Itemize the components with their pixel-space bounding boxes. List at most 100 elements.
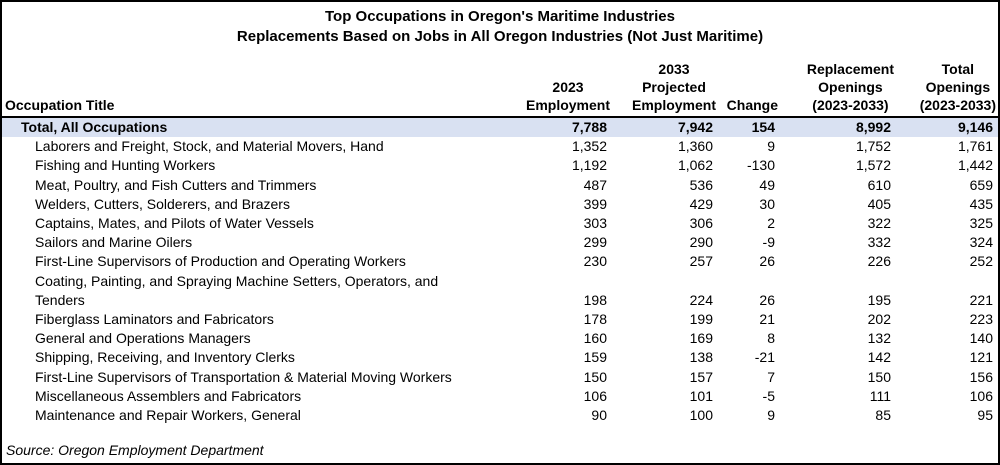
employment-2033-cell: 100 xyxy=(689,407,713,424)
occupation-cell: Sailors and Marine Oilers xyxy=(35,234,193,251)
employment-2023-cell: 106 xyxy=(583,387,607,404)
table-row: Shipping, Receiving, and Inventory Clerk… xyxy=(2,348,998,367)
employment-2023-cell: 487 xyxy=(583,176,607,193)
employment-2023-cell: 198 xyxy=(583,291,607,308)
col-header-occupation-title-label: Occupation Title xyxy=(5,97,115,113)
occupation-cell: Coating, Painting, and Spraying Machine … xyxy=(35,272,439,308)
employment-2033-cell: 429 xyxy=(689,195,713,212)
change-cell: 30 xyxy=(759,195,775,212)
employment-2023-cell: 303 xyxy=(583,215,607,232)
change-cell: 26 xyxy=(759,253,775,270)
replacement-openings-cell: 610 xyxy=(867,176,891,193)
replacement-openings-cell: 202 xyxy=(867,311,891,328)
total-openings-cell: 324 xyxy=(969,234,993,251)
employment-2023-cell: 159 xyxy=(583,349,607,366)
total-openings-cell: 106 xyxy=(969,387,993,404)
replacement-openings-cell: 1,572 xyxy=(855,157,891,174)
change-cell: -9 xyxy=(762,234,775,251)
employment-2033-cell: 224 xyxy=(689,291,713,308)
replacement-openings-cell: 332 xyxy=(867,234,891,251)
employment-2033-cell: 7,942 xyxy=(612,117,718,138)
replacement-openings-cell: 405 xyxy=(867,195,891,212)
total-openings-cell: 221 xyxy=(969,291,993,308)
col-header-2033-projected-employment: 2033 Projected Employment xyxy=(612,60,718,118)
change-cell: 49 xyxy=(759,176,775,193)
employment-2023-cell: 1,192 xyxy=(571,157,607,174)
employment-2033-cell: 536 xyxy=(689,176,713,193)
col-header-total-openings: Total Openings (2023-2033) xyxy=(896,60,998,118)
employment-2023-cell: 7,788 xyxy=(488,117,612,138)
col-header-2023-employment: 2023 Employment xyxy=(488,60,612,118)
total-openings-cell: 252 xyxy=(969,253,993,270)
table-header: Occupation Title 2023 Employment 2033 Pr… xyxy=(2,60,998,118)
col-header-change: Change xyxy=(718,60,780,118)
report-title: Top Occupations in Oregon's Maritime Ind… xyxy=(2,2,998,47)
report-title-line1: Top Occupations in Oregon's Maritime Ind… xyxy=(324,8,675,25)
total-openings-cell: 223 xyxy=(969,311,993,328)
source-note: Source: Oregon Employment Department xyxy=(6,442,264,458)
total-openings-cell: 659 xyxy=(969,176,993,193)
table-row: Fishing and Hunting Workers 1,192 1,062 … xyxy=(2,156,998,175)
col-header-occupation-title: Occupation Title xyxy=(2,60,488,118)
employment-2033-cell: 138 xyxy=(689,349,713,366)
table-row: Miscellaneous Assemblers and Fabricators… xyxy=(2,387,998,406)
table-row: Fiberglass Laminators and Fabricators 17… xyxy=(2,310,998,329)
employment-2033-cell: 257 xyxy=(689,253,713,270)
table-row: Meat, Poultry, and Fish Cutters and Trim… xyxy=(2,176,998,195)
occupation-cell: Laborers and Freight, Stock, and Materia… xyxy=(35,138,384,155)
col-header-replacement-openings: Replacement Openings (2023-2033) xyxy=(780,60,896,118)
change-cell: 9 xyxy=(767,138,775,155)
table-row: Total, All Occupations 7,788 7,942 154 8… xyxy=(2,117,998,138)
total-openings-cell: 156 xyxy=(969,368,993,385)
table-row: Captains, Mates, and Pilots of Water Ves… xyxy=(2,214,998,233)
replacement-openings-cell: 150 xyxy=(867,368,891,385)
occupation-cell: First-Line Supervisors of Production and… xyxy=(35,253,406,270)
employment-2023-cell: 150 xyxy=(583,368,607,385)
replacement-openings-cell: 195 xyxy=(867,291,891,308)
occupation-cell: Total, All Occupations xyxy=(2,117,488,138)
change-cell: 8 xyxy=(767,330,775,347)
employment-2023-cell: 1,352 xyxy=(571,138,607,155)
occupation-cell: General and Operations Managers xyxy=(35,330,251,347)
total-openings-cell: 325 xyxy=(969,215,993,232)
total-openings-cell: 95 xyxy=(977,407,993,424)
employment-2033-cell: 199 xyxy=(689,311,713,328)
change-cell: 7 xyxy=(767,368,775,385)
employment-2033-cell: 101 xyxy=(689,387,713,404)
total-openings-cell: 435 xyxy=(969,195,993,212)
replacement-openings-cell: 111 xyxy=(869,387,891,404)
table-row: Welders, Cutters, Solderers, and Brazers… xyxy=(2,195,998,214)
occupation-cell: Fiberglass Laminators and Fabricators xyxy=(35,311,274,328)
occupation-cell: Fishing and Hunting Workers xyxy=(35,157,216,174)
employment-2023-cell: 178 xyxy=(583,311,607,328)
occupation-cell: Welders, Cutters, Solderers, and Brazers xyxy=(35,195,290,212)
occupation-cell: Maintenance and Repair Workers, General xyxy=(35,407,301,424)
table-row: Maintenance and Repair Workers, General … xyxy=(2,406,998,425)
occupation-cell: Meat, Poultry, and Fish Cutters and Trim… xyxy=(35,176,317,193)
table-row: Laborers and Freight, Stock, and Materia… xyxy=(2,137,998,156)
table-row: General and Operations Managers 160 169 … xyxy=(2,329,998,348)
replacement-openings-cell: 132 xyxy=(867,330,891,347)
table-row: First-Line Supervisors of Production and… xyxy=(2,252,998,271)
occupations-table: Occupation Title 2023 Employment 2033 Pr… xyxy=(2,60,998,425)
total-openings-cell: 1,761 xyxy=(957,138,993,155)
total-openings-cell: 140 xyxy=(969,330,993,347)
change-cell: 154 xyxy=(718,117,780,138)
change-cell: -5 xyxy=(762,387,775,404)
employment-2023-cell: 299 xyxy=(583,234,607,251)
employment-2023-cell: 399 xyxy=(583,195,607,212)
total-openings-cell: 1,442 xyxy=(957,157,993,174)
change-cell: 21 xyxy=(759,311,775,328)
header-row: Occupation Title 2023 Employment 2033 Pr… xyxy=(2,60,998,118)
occupation-cell: Captains, Mates, and Pilots of Water Ves… xyxy=(35,215,314,232)
replacement-openings-cell: 8,992 xyxy=(780,117,896,138)
table-row: Sailors and Marine Oilers 299 290 -9 332… xyxy=(2,233,998,252)
occupation-cell: First-Line Supervisors of Transportation… xyxy=(35,368,452,385)
employment-2023-cell: 160 xyxy=(583,330,607,347)
employment-2033-cell: 290 xyxy=(689,234,713,251)
table-row: First-Line Supervisors of Transportation… xyxy=(2,368,998,387)
employment-2033-cell: 306 xyxy=(689,215,713,232)
occupation-cell: Miscellaneous Assemblers and Fabricators xyxy=(35,387,302,404)
total-openings-cell: 9,146 xyxy=(896,117,998,138)
